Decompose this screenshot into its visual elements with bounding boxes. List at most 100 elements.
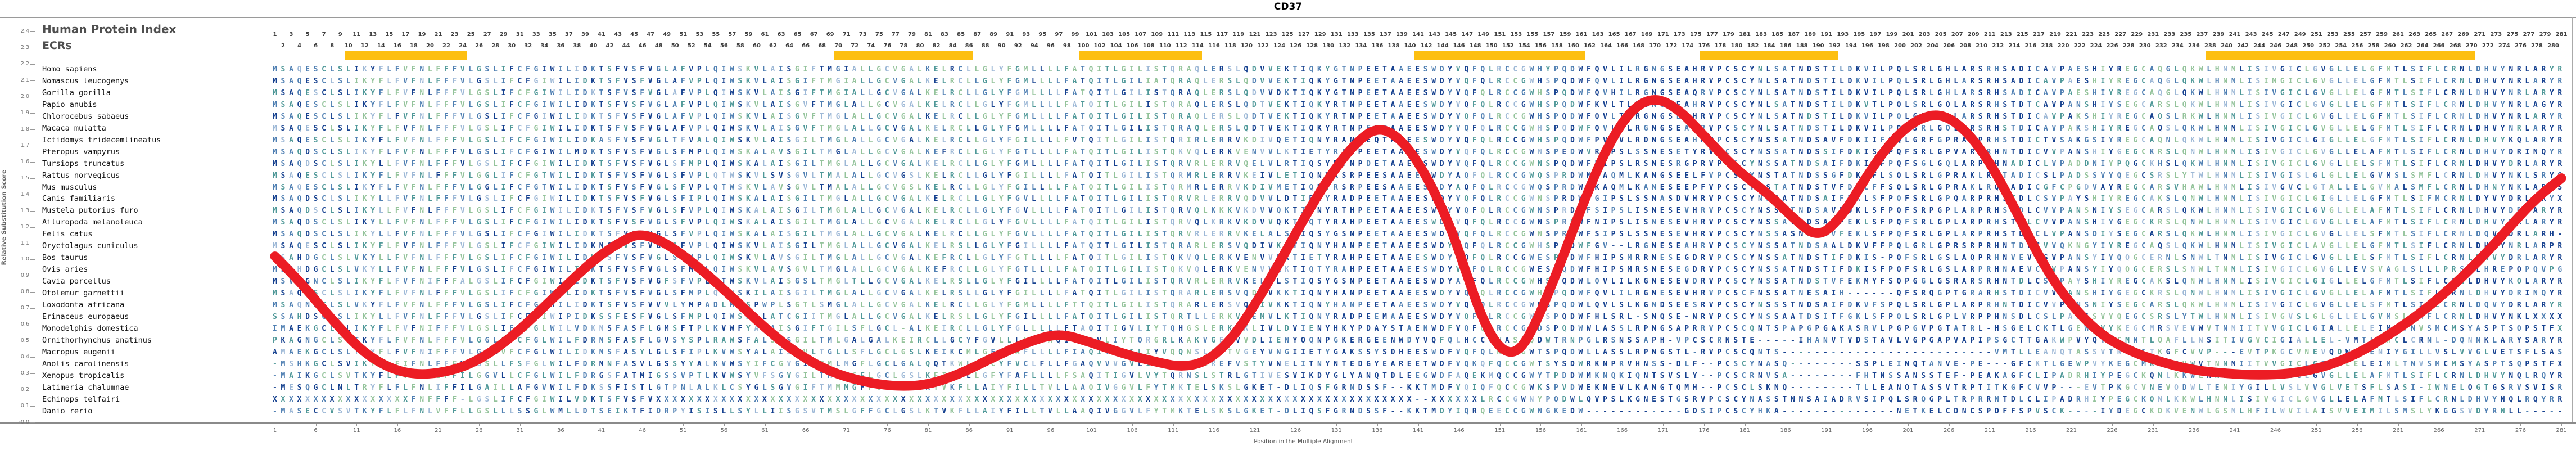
- column-number: 149: [1477, 32, 1490, 38]
- residue: V: [403, 242, 408, 251]
- residue: D: [1284, 195, 1289, 204]
- residue: C: [322, 147, 326, 156]
- residue: F: [444, 147, 449, 156]
- residue: C: [2035, 171, 2040, 180]
- residue: L: [1954, 100, 1959, 109]
- residue: C: [2035, 124, 2040, 133]
- residue: F: [2427, 206, 2432, 215]
- residue: V: [1709, 159, 1714, 168]
- residue: L: [1048, 100, 1052, 109]
- residue: V: [689, 112, 694, 121]
- residue: I: [721, 124, 726, 133]
- residue: I: [1603, 159, 1607, 168]
- column-number: 57: [728, 32, 736, 38]
- ecr-region-bar[interactable]: [1700, 51, 1839, 60]
- ecr-region-bar[interactable]: [1414, 51, 1586, 60]
- residue: V: [689, 124, 694, 133]
- residue: W: [1529, 88, 1534, 97]
- residue: R: [2516, 218, 2521, 227]
- residue: L: [2402, 112, 2407, 121]
- residue: E: [1415, 147, 1420, 156]
- residue: Q: [1195, 76, 1200, 86]
- residue: W: [1529, 171, 1534, 180]
- residue: E: [1366, 218, 1371, 227]
- residue: V: [2272, 88, 2277, 97]
- residue: L: [762, 171, 767, 180]
- residue: I: [1603, 206, 1607, 215]
- residue: L: [427, 230, 432, 239]
- residue: L: [2525, 206, 2530, 215]
- residue: D: [1847, 76, 1852, 86]
- residue: F: [811, 88, 816, 97]
- residue: L: [966, 242, 971, 251]
- residue: R: [1195, 230, 1200, 239]
- column-number: 101: [1086, 32, 1097, 38]
- residue: S: [2533, 171, 2538, 180]
- column-number: 259: [2376, 32, 2388, 38]
- column-number: 235: [2180, 32, 2192, 38]
- residue: V: [460, 171, 465, 180]
- residue: H: [1692, 124, 1697, 133]
- residue: A: [1399, 206, 1404, 215]
- residue: F: [680, 147, 685, 156]
- residue: D: [582, 230, 587, 239]
- residue: D: [305, 195, 310, 204]
- ecr-region-bar[interactable]: [834, 51, 973, 60]
- residue: L: [1048, 242, 1052, 251]
- ecr-region-bar[interactable]: [344, 51, 467, 60]
- species-label: Xenopus tropicalis: [42, 371, 125, 380]
- residue: K: [2190, 136, 2195, 145]
- residue: K: [925, 171, 930, 180]
- residue: C: [2443, 124, 2448, 133]
- residue: W: [1578, 230, 1583, 239]
- residue: A: [1782, 242, 1787, 251]
- residue: K: [1317, 100, 1322, 109]
- residue: L: [868, 206, 873, 215]
- residue: L: [1113, 136, 1118, 145]
- residue: G: [476, 147, 481, 156]
- residue: D: [1847, 206, 1852, 215]
- residue: P: [1978, 242, 1983, 251]
- residue: S: [607, 76, 612, 86]
- ecr-region-bar[interactable]: [1079, 51, 1202, 60]
- residue: R: [1350, 171, 1354, 180]
- residue: T: [1105, 76, 1110, 86]
- residue: V: [1186, 218, 1191, 227]
- residue: C: [958, 100, 963, 109]
- residue: I: [558, 242, 563, 251]
- residue: G: [1015, 124, 1020, 133]
- residue: C: [1513, 242, 1518, 251]
- residue: D: [1806, 206, 1811, 215]
- residue: S: [313, 112, 318, 121]
- y-tick-label: 2.1: [20, 76, 29, 83]
- residue: G: [901, 183, 906, 192]
- residue: N: [2223, 183, 2228, 192]
- residue: C: [884, 136, 889, 145]
- residue: L: [1954, 206, 1959, 215]
- residue: R: [1635, 100, 1640, 109]
- residue: Y: [370, 206, 376, 215]
- column-number: 139: [1395, 32, 1408, 38]
- residue: F: [1587, 136, 1591, 145]
- residue: I: [501, 136, 506, 145]
- residue: G: [656, 136, 661, 145]
- column-number: 162: [1584, 43, 1596, 49]
- residue: M: [2386, 100, 2391, 109]
- residue: V: [1619, 136, 1624, 145]
- residue: L: [1627, 76, 1632, 86]
- residue: C: [2296, 206, 2301, 215]
- column-number: 225: [2098, 32, 2110, 38]
- residue: V: [754, 100, 759, 109]
- ecr-region-bar[interactable]: [2206, 51, 2476, 60]
- residue: I: [542, 76, 546, 86]
- residue: C: [884, 147, 889, 156]
- residue: T: [1162, 159, 1167, 168]
- residue: G: [2133, 218, 2138, 227]
- column-number: 105: [1118, 32, 1131, 38]
- column-number: 169: [1640, 32, 1653, 38]
- residue: I: [721, 147, 726, 156]
- residue: T: [1081, 230, 1085, 239]
- residue: T: [1790, 88, 1795, 97]
- residue: V: [1456, 76, 1461, 86]
- y-tick: [30, 227, 35, 228]
